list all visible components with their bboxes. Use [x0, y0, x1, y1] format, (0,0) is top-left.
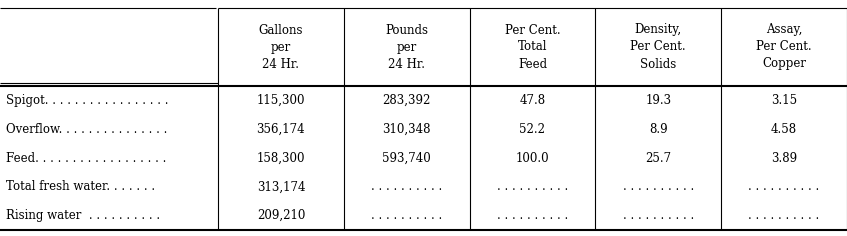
Text: 593,740: 593,740: [382, 152, 431, 164]
Text: Feed. . . . . . . . . . . . . . . . . .: Feed. . . . . . . . . . . . . . . . . .: [6, 152, 166, 164]
Text: 52.2: 52.2: [519, 123, 545, 136]
Text: Gallons
per
24 Hr.: Gallons per 24 Hr.: [258, 24, 303, 71]
Text: 19.3: 19.3: [645, 94, 672, 107]
Text: 283,392: 283,392: [383, 94, 431, 107]
Text: Per Cent.
Total
Feed: Per Cent. Total Feed: [505, 24, 561, 71]
Text: 3.89: 3.89: [771, 152, 797, 164]
Text: 310,348: 310,348: [383, 123, 431, 136]
Text: 158,300: 158,300: [257, 152, 305, 164]
Text: . . . . . . . . . .: . . . . . . . . . .: [497, 180, 568, 193]
Text: 356,174: 356,174: [257, 123, 305, 136]
Text: 115,300: 115,300: [257, 94, 305, 107]
Text: Spigot. . . . . . . . . . . . . . . . .: Spigot. . . . . . . . . . . . . . . . .: [6, 94, 169, 107]
Text: . . . . . . . . . .: . . . . . . . . . .: [497, 209, 568, 222]
Text: Total fresh water. . . . . . .: Total fresh water. . . . . . .: [6, 180, 155, 193]
Text: . . . . . . . . . .: . . . . . . . . . .: [749, 180, 820, 193]
Text: 209,210: 209,210: [257, 209, 305, 222]
Text: . . . . . . . . . .: . . . . . . . . . .: [749, 209, 820, 222]
Text: 100.0: 100.0: [516, 152, 550, 164]
Text: . . . . . . . . . .: . . . . . . . . . .: [623, 180, 694, 193]
Text: Assay,
Per Cent.
Copper: Assay, Per Cent. Copper: [756, 24, 812, 71]
Text: . . . . . . . . . .: . . . . . . . . . .: [623, 209, 694, 222]
Text: . . . . . . . . . .: . . . . . . . . . .: [371, 180, 442, 193]
Text: Density,
Per Cent.
Solids: Density, Per Cent. Solids: [630, 24, 686, 71]
Text: 313,174: 313,174: [257, 180, 305, 193]
Text: . . . . . . . . . .: . . . . . . . . . .: [371, 209, 442, 222]
Text: Rising water  . . . . . . . . . .: Rising water . . . . . . . . . .: [6, 209, 160, 222]
Text: 3.15: 3.15: [771, 94, 797, 107]
Text: Overflow. . . . . . . . . . . . . . .: Overflow. . . . . . . . . . . . . . .: [6, 123, 168, 136]
Text: 25.7: 25.7: [645, 152, 672, 164]
Text: Pounds
per
24 Hr.: Pounds per 24 Hr.: [385, 24, 429, 71]
Text: 4.58: 4.58: [771, 123, 797, 136]
Text: 47.8: 47.8: [519, 94, 545, 107]
Text: 8.9: 8.9: [649, 123, 667, 136]
